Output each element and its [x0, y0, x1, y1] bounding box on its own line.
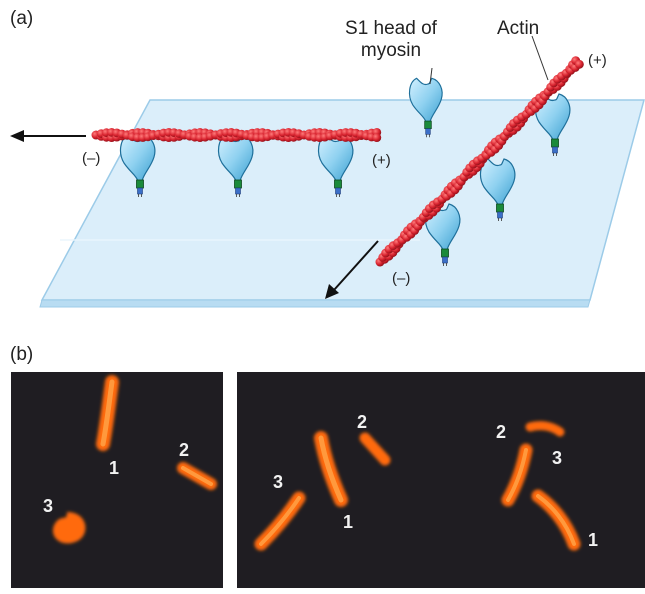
diag-minus-label: (–) [392, 270, 411, 287]
filament-label-1: 1 [343, 512, 354, 532]
actin-label: Actin [497, 18, 540, 39]
filament-label-3: 3 [273, 472, 284, 492]
horiz-minus-label: (–) [82, 150, 101, 167]
movement-arrow-left [10, 130, 86, 142]
panel-a-label: (a) [10, 8, 34, 29]
actin-leader-line [531, 35, 549, 81]
s1-leader-line [429, 67, 433, 85]
actin-filament-diagonal [375, 56, 584, 267]
filament-label-3: 3 [552, 448, 563, 468]
s1-label-line1: S1 head of [345, 18, 437, 39]
actin-subunit [575, 59, 584, 69]
panel-a-diagram [10, 35, 645, 308]
micrograph-frame-3: 1 2 3 [446, 372, 645, 588]
filament-label-2: 2 [179, 440, 190, 460]
micrograph-frame-2: 1 2 3 [237, 372, 449, 588]
filament-label-2: 2 [357, 412, 368, 432]
horiz-plus-label: (+) [372, 152, 391, 169]
filament-label-1: 1 [109, 458, 120, 478]
actin-filament-horizontal [91, 127, 382, 143]
filament-glow [52, 375, 217, 544]
actin-subunit [372, 133, 382, 143]
movement-arrow-diagonal [325, 240, 379, 299]
micrograph-frame-1: 1 2 3 [11, 372, 223, 588]
filament-label-3: 3 [43, 496, 54, 516]
filament-label-1: 1 [588, 530, 599, 550]
s1-head-label: S1 head of myosin [328, 18, 454, 62]
filament-label-2: 2 [496, 422, 507, 442]
diag-plus-label: (+) [588, 52, 607, 69]
panel-b-label: (b) [10, 344, 34, 365]
s1-label-line2: myosin [360, 40, 422, 61]
